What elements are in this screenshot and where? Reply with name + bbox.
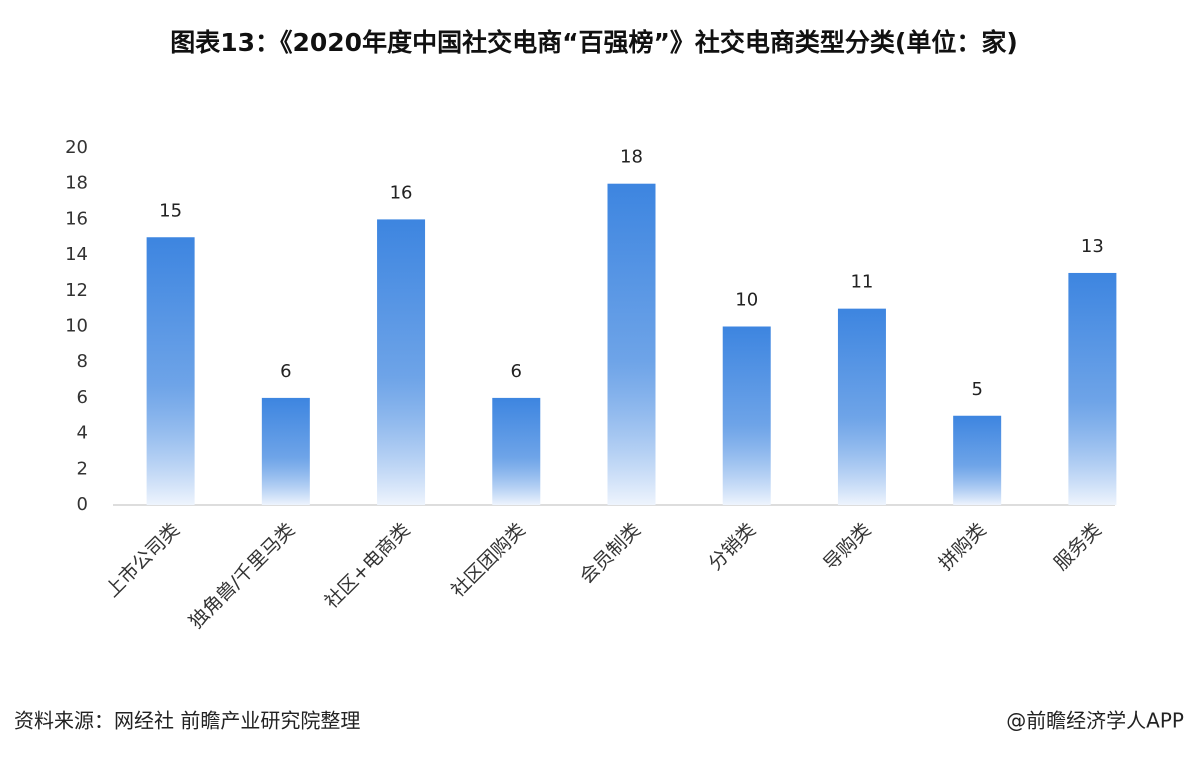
bar	[837, 308, 886, 505]
y-tick-label: 12	[65, 280, 88, 301]
bar	[261, 397, 310, 505]
value-label: 16	[390, 182, 413, 203]
value-label: 10	[735, 290, 758, 311]
x-tick-label: 独角兽/千里马类	[185, 519, 299, 633]
y-tick-label: 14	[65, 244, 88, 265]
source-note: 资料来源：网经社 前瞻产业研究院整理	[14, 709, 360, 733]
bar	[953, 415, 1002, 505]
y-tick-label: 4	[77, 423, 88, 444]
value-label: 6	[511, 361, 522, 382]
bar	[377, 219, 426, 505]
x-tick-label: 拼购类	[935, 519, 991, 575]
value-label: 13	[1081, 236, 1104, 257]
y-tick-label: 6	[77, 387, 88, 408]
value-label: 5	[971, 379, 982, 400]
y-tick-label: 16	[65, 208, 88, 229]
bar	[146, 237, 195, 505]
x-tick-label: 导购类	[819, 519, 875, 575]
bar	[722, 326, 771, 505]
x-tick-label: 社区团购类	[447, 519, 530, 602]
value-label: 11	[850, 272, 873, 293]
x-tick-label: 服务类	[1050, 519, 1106, 575]
value-label: 15	[159, 200, 182, 221]
y-tick-label: 18	[65, 173, 88, 194]
credit: @前瞻经济学人APP	[1006, 709, 1184, 733]
value-label: 6	[280, 361, 291, 382]
y-tick-label: 8	[77, 351, 88, 372]
bar	[1068, 272, 1117, 505]
x-tick-label: 会员制类	[576, 519, 645, 588]
x-tick-label: 分销类	[704, 519, 760, 575]
bar	[492, 397, 541, 505]
chart-title: 图表13：《2020年度中国社交电商“百强榜”》社交电商类型分类(单位：家)	[170, 28, 1018, 57]
x-tick-label: 社区+电商类	[320, 519, 414, 613]
y-tick-label: 10	[65, 316, 88, 337]
x-tick-label: 上市公司类	[101, 519, 184, 602]
y-tick-label: 0	[77, 494, 88, 515]
y-tick-label: 2	[77, 458, 88, 479]
value-label: 18	[620, 147, 643, 168]
bar	[607, 183, 656, 505]
y-tick-label: 20	[65, 137, 88, 158]
